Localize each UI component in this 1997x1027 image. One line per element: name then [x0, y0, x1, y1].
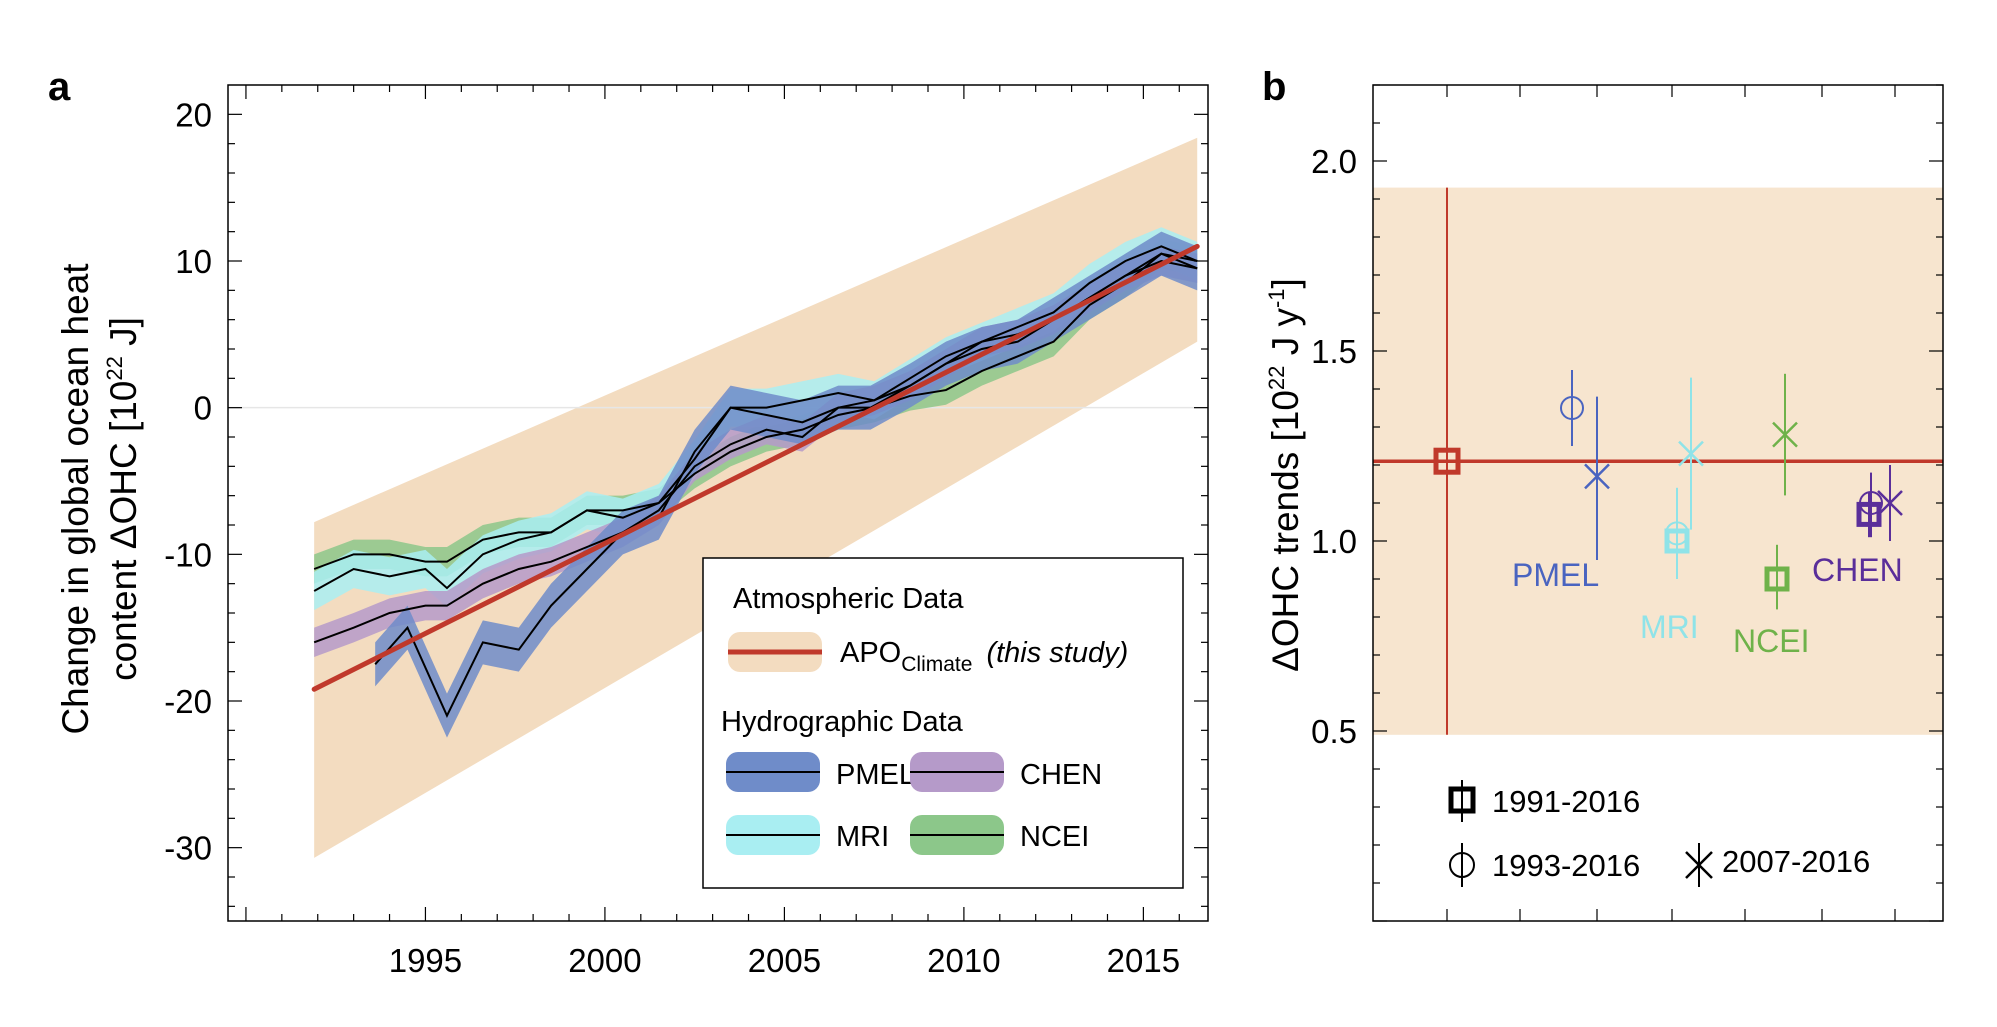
product-label-mri: MRI [1640, 609, 1699, 645]
x-tick-label: 2005 [748, 942, 821, 979]
line-ncei [313, 252, 1198, 570]
apo-uncertainty-band-layer [314, 137, 1198, 858]
y-axis-title-sup: 22 [102, 356, 127, 380]
x-tick-label: 1995 [389, 942, 462, 979]
marker-cross-mri-2007-2016 [1678, 440, 1704, 467]
y-axis-title-line1: Change in global ocean heat [55, 263, 96, 735]
panel-b: b 2.01.51.00.5 ΔOHC trends [1022 J y-1] … [1262, 65, 1944, 922]
product-trends-layer [1560, 370, 1903, 610]
apo-trend-marker [1433, 447, 1461, 475]
legend-chen-label: CHEN [1020, 759, 1102, 791]
legend-mri-label: MRI [836, 821, 889, 853]
legend-atmos-header: Atmospheric Data [733, 583, 964, 615]
x-tick-label: 2000 [568, 942, 641, 979]
legend-apo-note: (this study) [986, 637, 1128, 669]
y-tick-label: 10 [175, 243, 212, 280]
legend-apo-label: APOClimate (this study) [840, 637, 1128, 676]
product-label-chen: CHEN [1812, 552, 1903, 588]
y-axis-title-line2: content ΔOHC [1022 J] [102, 317, 144, 681]
y-tick-label-b: 1.0 [1311, 523, 1357, 560]
legend-ncei-label: NCEI [1020, 821, 1089, 853]
y-axis-title-b-sup2: -1 [1264, 288, 1289, 308]
y-tick-label: -30 [164, 830, 212, 867]
apo-line-layer [311, 243, 1200, 692]
legend-cross-marker [1685, 851, 1713, 879]
band-pmel [375, 231, 1198, 738]
y-tick-label-b: 1.5 [1311, 333, 1357, 370]
panel-label-b: b [1262, 65, 1286, 109]
marker-cross-pmel-2007-2016 [1584, 463, 1610, 490]
y-axis-title-b-mid: J y [1265, 308, 1306, 366]
legend-hydro-header: Hydrographic Data [721, 706, 964, 738]
x-tick-label: 2015 [1107, 942, 1180, 979]
y-axis-title-line2-pre: content ΔOHC [10 [103, 381, 144, 681]
legend-apo-name: APO [840, 637, 901, 669]
marker-circle-mri-1993-2016 [1665, 521, 1689, 546]
y-axis-title-b-sup1: 22 [1264, 366, 1289, 390]
marker-circle-chen-1993-2016 [1859, 491, 1883, 515]
legend-square-label: 1991-2016 [1492, 784, 1640, 819]
product-label-ncei: NCEI [1733, 623, 1809, 659]
axis-ticks-b: 2.0 1.5 1.0 0.5 [1311, 84, 1943, 922]
y-tick-label-b: 2.0 [1311, 143, 1357, 180]
x-tick-label: 2010 [927, 942, 1000, 979]
y-axis-title-b-pre: ΔOHC trends [10 [1265, 390, 1306, 672]
apo-trend-line [311, 243, 1200, 692]
marker-square-ncei-1991-2016 [1764, 566, 1790, 592]
y-axis-title-b: ΔOHC trends [1022 J y-1] [1264, 278, 1306, 672]
y-axis-title-a: Change in global ocean heat content ΔOHC… [55, 263, 144, 735]
apo-trend-layer [1373, 187, 1943, 735]
y-tick-label: -10 [164, 536, 212, 573]
marker-circle-pmel-1993-2016 [1560, 396, 1584, 420]
legend-pmel-label: PMEL [836, 759, 915, 791]
y-tick-label: 20 [175, 96, 212, 133]
panel-label-a: a [48, 65, 71, 109]
line-mri [313, 245, 1198, 592]
legend-cross-label: 2007-2016 [1722, 844, 1870, 879]
y-axis-title-post: J] [103, 317, 144, 356]
legend-b: 1991-2016 1993-2016 2007-2016 [1448, 780, 1870, 887]
plot-frame-a [227, 84, 1209, 922]
marker-cross-chen-2007-2016 [1877, 490, 1903, 516]
y-tick-label: -20 [164, 683, 212, 720]
hydrographic-bands-layer [314, 227, 1198, 738]
legend-circle-label: 1993-2016 [1492, 848, 1640, 883]
legend-square-marker [1448, 786, 1476, 814]
y-axis-title-b-post: ] [1265, 278, 1306, 288]
band-ncei [314, 239, 1198, 584]
product-label-pmel: PMEL [1512, 557, 1599, 593]
legend-circle-marker [1449, 852, 1475, 878]
marker-cross-ncei-2007-2016 [1772, 421, 1798, 448]
legend-apo-sub: Climate [901, 653, 972, 676]
y-tick-label: 0 [194, 390, 212, 427]
y-tick-label-b: 0.5 [1311, 713, 1357, 750]
legend-a: Atmospheric Data APOClimate (this study) … [702, 557, 1184, 889]
apo-uncertainty-band [314, 137, 1198, 858]
